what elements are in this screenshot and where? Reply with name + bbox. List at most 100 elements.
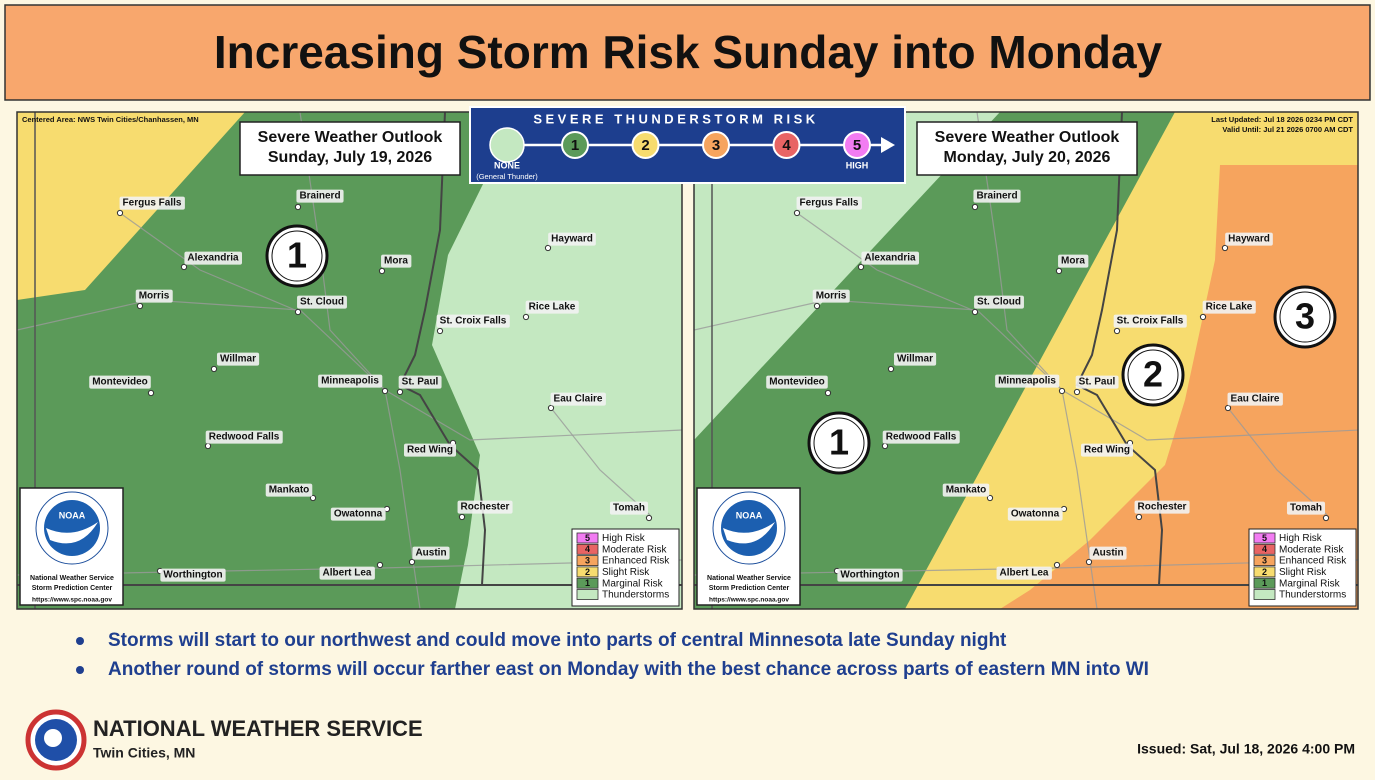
key-label: Slight Risk [602, 567, 650, 578]
road [1227, 407, 1328, 516]
road [796, 212, 978, 313]
heading-box [239, 121, 461, 176]
nws-logo-cloud [44, 729, 62, 747]
city-dot [1085, 558, 1093, 566]
city-dot [1199, 313, 1207, 321]
city-label: Rice Lake [529, 302, 576, 313]
risk-scale-title: SEVERE THUNDERSTORM RISK [533, 111, 818, 126]
city-dot [294, 308, 302, 316]
city-label: Worthington [840, 570, 899, 581]
city-dot [1221, 244, 1229, 252]
risk-circle-ring [1279, 291, 1331, 343]
city-label-bg [548, 232, 596, 246]
noaa-logo-text: NOAA [736, 510, 763, 520]
city-label: St. Paul [402, 377, 439, 388]
risk-circle [807, 411, 871, 475]
city-dot [1113, 327, 1121, 335]
noaa-line: National Weather Service [30, 575, 114, 582]
noaa-line: Storm Prediction Center [32, 585, 113, 592]
risk-number: 1 [287, 235, 307, 276]
risk-scale-none-note: (General Thunder) [476, 172, 538, 181]
corner-note: Valid Until: Jul 21 2026 0700 AM CDT [1222, 125, 1353, 134]
state-border [1075, 112, 1164, 586]
city-label: Minneapolis [321, 376, 379, 387]
risk-circle [265, 224, 329, 288]
city-label-bg [381, 254, 412, 268]
city-label: Fergus Falls [123, 198, 182, 209]
key-number: 3 [1262, 555, 1267, 565]
risk-scale-arrowhead [881, 137, 895, 153]
key-label: Thunderstorms [1279, 590, 1346, 601]
city-label-bg [135, 289, 173, 303]
city-label: Mora [384, 256, 408, 267]
city-dot [116, 209, 124, 217]
city-label: Tomah [1290, 503, 1322, 514]
key-swatch [1253, 577, 1276, 589]
key-swatch [1253, 589, 1276, 600]
city-label: Willmar [220, 354, 256, 365]
footer-issued: Issued: Sat, Jul 18, 2026 4:00 PM [1137, 741, 1355, 757]
city-dot [1053, 561, 1061, 569]
key-number: 2 [1262, 567, 1267, 577]
risk-circle [1121, 343, 1185, 407]
risk-scale-level [631, 131, 660, 159]
city-label-bg [205, 430, 283, 444]
noaa-gull [723, 522, 775, 544]
city-label-bg [296, 189, 344, 203]
risk-scale-level-number: 2 [641, 137, 649, 154]
key-number: 2 [585, 567, 590, 577]
city-label-bg [550, 392, 606, 406]
risk-number: 3 [1295, 296, 1315, 337]
key-label: Enhanced Risk [1279, 556, 1347, 567]
city-dot [547, 404, 555, 412]
city-dot [971, 203, 979, 211]
road [17, 299, 682, 441]
key-swatch [1253, 566, 1276, 578]
key-swatch [576, 566, 599, 578]
risk-circle-ring [1127, 349, 1179, 401]
city-dot [522, 313, 530, 321]
city-label: Montevideo [92, 377, 148, 388]
city-label: Redwood Falls [886, 432, 957, 443]
city-label: Mora [1061, 256, 1085, 267]
key-number: 4 [1262, 544, 1267, 554]
city-dot [378, 267, 386, 275]
city-label-bg [319, 566, 375, 580]
city-label-bg [457, 500, 513, 514]
city-label: Rochester [461, 502, 510, 513]
city-label-bg [1286, 501, 1326, 515]
city-label-bg [1113, 314, 1187, 328]
risk-scale-level-number: 1 [571, 137, 579, 154]
city-label-bg [796, 196, 862, 210]
city-dot [971, 308, 979, 316]
city-label-bg [318, 374, 383, 388]
corner-note: Centered Area: NWS Twin Cities/Chanhasse… [22, 115, 199, 124]
heading: Severe Weather Outlook [935, 129, 1120, 146]
noaa-line: National Weather Service [707, 575, 791, 582]
city-label: Red Wing [407, 445, 453, 456]
key-swatch [1253, 532, 1276, 544]
risk-circle-ring [813, 417, 865, 469]
city-label: Morris [816, 291, 847, 302]
bullet-text: Storms will start to our northwest and c… [108, 630, 1007, 651]
city-label: Hayward [551, 234, 593, 245]
city-label-bg [1134, 500, 1190, 514]
city-label: Montevideo [769, 377, 825, 388]
city-label: Hayward [1228, 234, 1270, 245]
city-label-bg [436, 314, 510, 328]
city-label-bg [609, 501, 649, 515]
city-label: Austin [415, 548, 446, 559]
city-dot [204, 442, 212, 450]
key-label: Moderate Risk [1279, 544, 1344, 555]
risk-circle-ring [271, 230, 323, 282]
city-label-bg [1202, 300, 1256, 314]
city-label: Redwood Falls [209, 432, 280, 443]
city-label-bg [995, 374, 1060, 388]
footer-office: Twin Cities, MN [93, 745, 195, 761]
city-dot [881, 442, 889, 450]
city-label-bg [1227, 392, 1283, 406]
state-border [398, 112, 487, 586]
key-number: 5 [585, 533, 590, 543]
key-label: High Risk [602, 533, 646, 544]
city-label-bg [119, 196, 185, 210]
